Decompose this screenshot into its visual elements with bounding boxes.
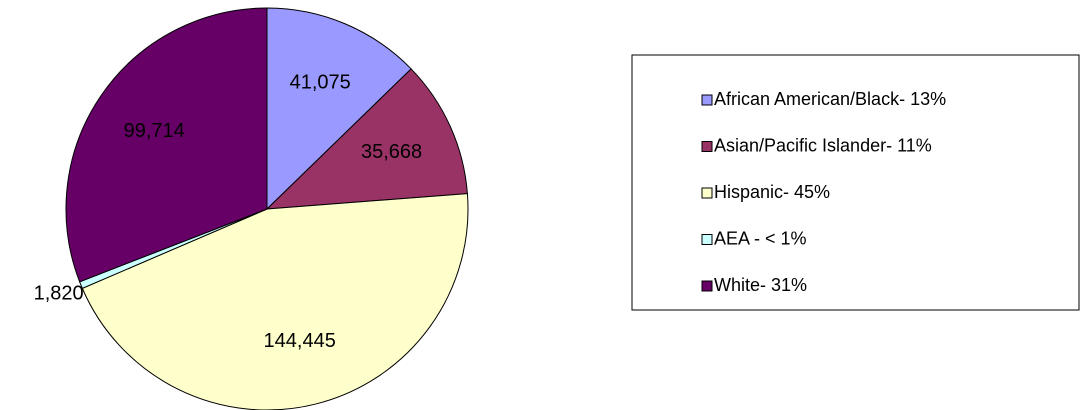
legend-label: AEA - < 1% bbox=[714, 228, 807, 248]
value-label: 144,445 bbox=[264, 330, 336, 352]
legend-swatch bbox=[701, 234, 713, 245]
legend-label: Hispanic- 45% bbox=[714, 182, 830, 202]
pie-slice bbox=[266, 7, 412, 211]
legend-swatch bbox=[701, 280, 713, 292]
value-label: 41,075 bbox=[290, 71, 351, 93]
value-label: 35,668 bbox=[361, 141, 422, 163]
value-label: 1,820 bbox=[34, 283, 84, 305]
pie-slice bbox=[265, 68, 468, 210]
legend-swatch bbox=[701, 94, 713, 106]
pie-slice bbox=[65, 7, 268, 283]
legend-label: African American/Black- 13% bbox=[714, 89, 946, 109]
value-label: 99,714 bbox=[124, 120, 185, 142]
legend-swatch bbox=[701, 141, 713, 152]
legend-label: Asian/Pacific Islander- 11% bbox=[714, 135, 932, 155]
legend-swatch bbox=[701, 187, 713, 199]
legend-label: White- 31% bbox=[714, 275, 807, 295]
pie-slice bbox=[81, 193, 469, 410]
